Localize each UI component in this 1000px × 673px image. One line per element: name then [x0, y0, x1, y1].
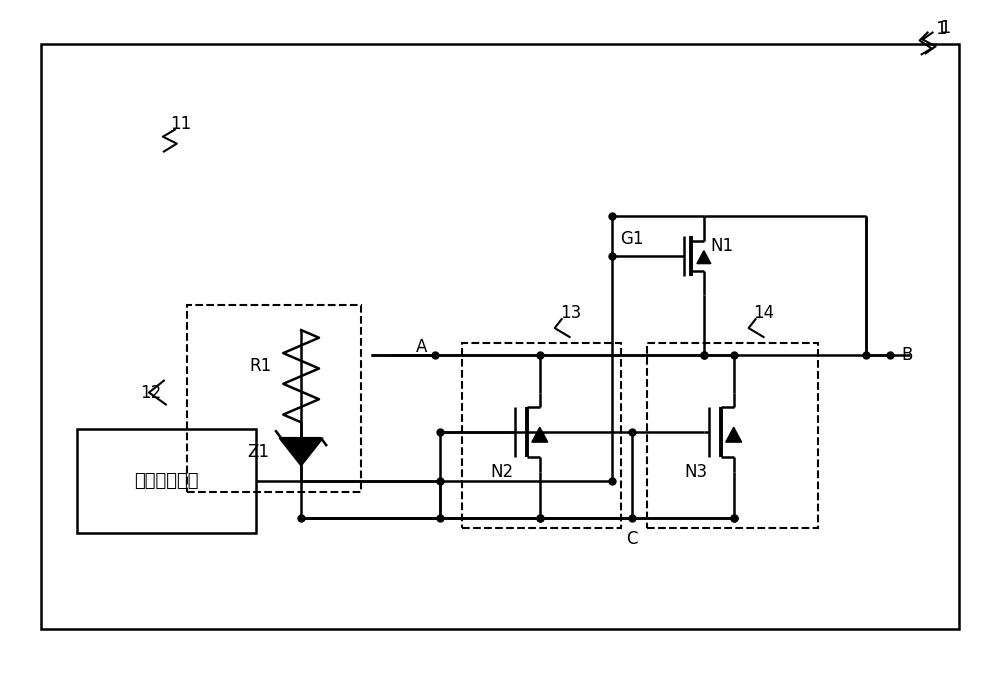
Bar [41, 44, 959, 629]
Text: A: A [416, 338, 427, 356]
Bar [187, 306, 361, 492]
Text: N3: N3 [684, 463, 707, 481]
Bar [77, 429, 256, 534]
Text: C: C [627, 530, 638, 548]
Text: 高压驱动模块: 高压驱动模块 [135, 472, 199, 491]
Text: N2: N2 [490, 463, 513, 481]
Text: 13: 13 [560, 304, 581, 322]
Text: 12: 12 [140, 384, 161, 402]
Polygon shape [279, 438, 323, 466]
Text: 11: 11 [170, 115, 191, 133]
Bar [647, 343, 818, 528]
Polygon shape [697, 251, 711, 264]
Bar [462, 343, 621, 528]
Text: 1: 1 [940, 19, 951, 36]
Text: B: B [902, 346, 913, 364]
Text: R1: R1 [249, 357, 271, 376]
Text: G1: G1 [620, 229, 644, 248]
Text: 1: 1 [936, 20, 947, 38]
Text: Z1: Z1 [247, 443, 269, 461]
Polygon shape [726, 427, 742, 442]
Text: N1: N1 [711, 237, 734, 255]
Polygon shape [532, 427, 548, 442]
Text: 14: 14 [754, 304, 775, 322]
